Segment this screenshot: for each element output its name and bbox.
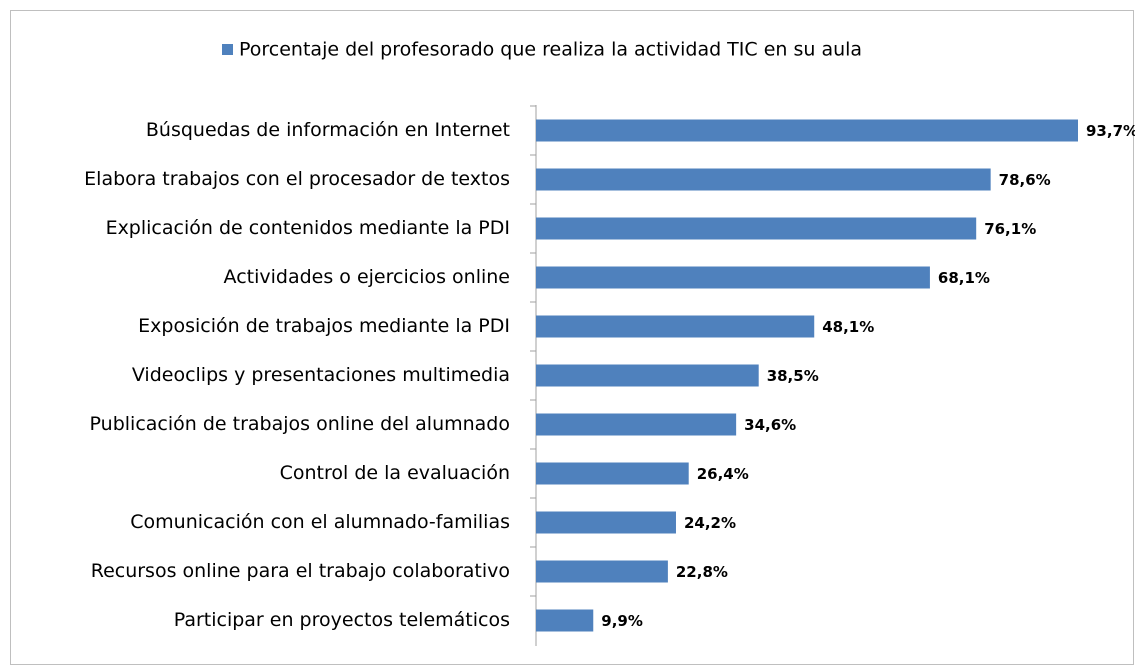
bar [536,609,594,632]
category-label: Exposición de trabajos mediante la PDI [138,315,510,337]
value-label: 48,1% [822,318,874,336]
value-label: 38,5% [767,367,819,385]
bar [536,413,737,436]
category-label: Videoclips y presentaciones multimedia [132,364,510,386]
category-label: Publicación de trabajos online del alumn… [90,413,510,435]
category-label: Búsquedas de información en Internet [146,119,510,141]
category-label: Control de la evaluación [280,462,510,484]
bar [536,119,1078,142]
bar [536,168,991,191]
bar [536,462,689,485]
category-label: Actividades o ejercicios online [224,266,510,288]
value-label: 68,1% [938,269,990,287]
value-label: 22,8% [676,563,728,581]
value-label: 34,6% [744,416,796,434]
value-label: 93,7% [1086,122,1135,140]
value-label: 24,2% [684,514,736,532]
bar [536,266,930,289]
value-label: 26,4% [697,465,749,483]
category-label: Elabora trabajos con el procesador de te… [84,168,510,190]
value-label: 76,1% [984,220,1036,238]
bar [536,217,977,240]
bar [536,315,815,338]
bar [536,560,668,583]
category-label: Comunicación con el alumnado-familias [130,511,510,533]
bar [536,364,759,387]
value-label: 9,9% [601,612,643,630]
value-label: 78,6% [999,171,1051,189]
category-label: Explicación de contenidos mediante la PD… [106,217,510,239]
category-label: Recursos online para el trabajo colabora… [91,560,510,582]
legend-label: Porcentaje del profesorado que realiza l… [239,39,862,61]
category-label: Participar en proyectos telemáticos [174,609,510,631]
legend-swatch [222,44,233,55]
bar [536,511,676,534]
